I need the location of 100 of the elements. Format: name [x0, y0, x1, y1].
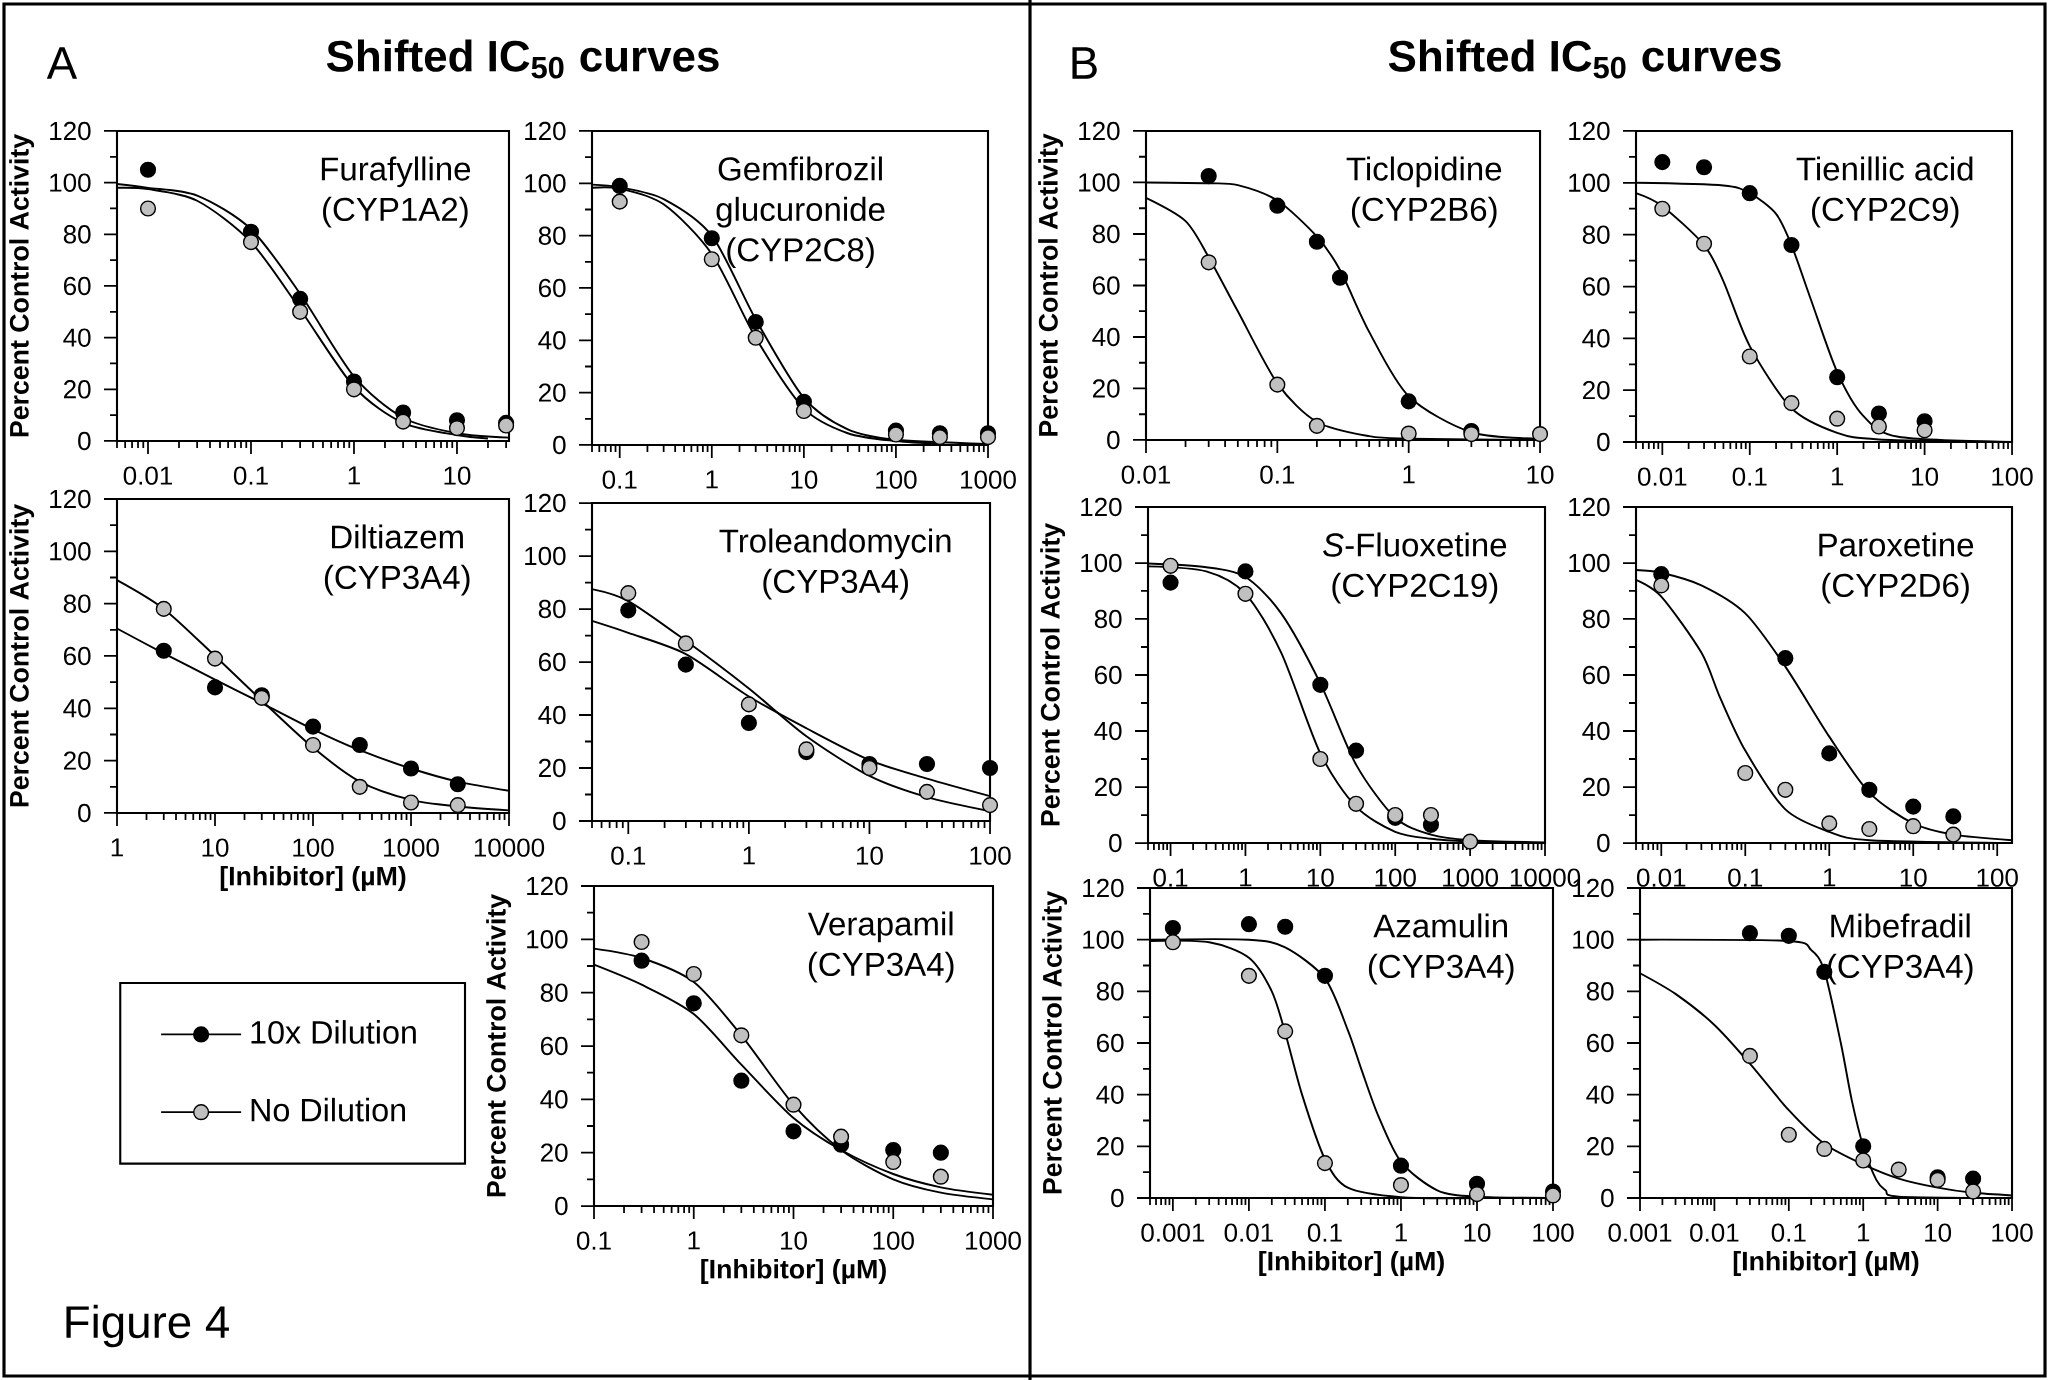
x-tick-label: 10 [781, 1231, 807, 1250]
y-tick-label: 20 [1583, 777, 1610, 797]
text: Paroxetine [1819, 532, 1974, 557]
text: Furafylline [321, 156, 471, 188]
y-tick-label: 20 [63, 751, 91, 770]
x-tick-label: 10 [1900, 868, 1927, 887]
y-tick-label: 40 [1092, 327, 1120, 347]
y-axis-title: Percent Control Activity [9, 134, 35, 437]
x-tick-label: 0.1 [602, 470, 637, 489]
x-tick-label: 100 [1977, 868, 2018, 887]
y-tick-label: 100 [50, 173, 91, 192]
y-tick-label: 60 [1096, 1033, 1124, 1053]
x-tick-label: 10 [202, 838, 229, 857]
y-tick-label: 20 [1096, 1137, 1124, 1156]
text: Shifted IC$_{50}$ curves [326, 39, 719, 79]
text: (CYP3A4) [1827, 953, 1973, 985]
y-tick-label: 20 [538, 758, 566, 778]
caption: Figure 4 [66, 1304, 229, 1348]
x-tick-label: 0.001 [1608, 1223, 1672, 1242]
x-tick-label: 100 [293, 838, 334, 857]
y-tick-label: 120 [1081, 497, 1122, 517]
x-tick-label: 0.1 [1307, 1223, 1342, 1242]
y-tick-label: 100 [527, 930, 568, 949]
x-tick-label: 1 [1395, 1223, 1407, 1242]
x-tick-label: 1000 [966, 1231, 1021, 1250]
y-tick-label: 20 [1092, 379, 1120, 398]
y-tick-label: 0 [1107, 430, 1120, 450]
y-tick-label: 100 [1573, 930, 1614, 949]
text: (CYP2C19) [1332, 572, 1498, 604]
y-tick-label: 40 [1096, 1085, 1124, 1104]
x-tick-label: 10 [1307, 868, 1334, 887]
x-tick-label: 10 [1464, 1223, 1491, 1242]
x-tick-label: 0.1 [1260, 465, 1295, 484]
y-tick-label: 40 [1582, 721, 1610, 741]
x-tick-label: 1 [1824, 868, 1836, 887]
x-tick-label: 1000 [384, 838, 439, 857]
y-tick-label: 120 [1569, 121, 1610, 141]
text: S-Fluoxetine [1323, 532, 1507, 557]
text: Diltiazem [332, 524, 463, 549]
y-tick-label: 120 [525, 121, 566, 141]
y-tick-label: 60 [539, 278, 566, 298]
x-tick-label: 1000 [1443, 868, 1499, 887]
y-axis-title: Percent Control Activity [486, 894, 512, 1197]
y-tick-label: 0 [1109, 833, 1122, 853]
x-tick-label: 1 [1857, 1223, 1870, 1242]
x-tick-label: 0.001 [1141, 1223, 1205, 1242]
x-tick-label: 1 [111, 838, 123, 857]
text: Ticlopidine [1346, 156, 1502, 188]
x-tick-label: 1 [1403, 465, 1415, 484]
y-tick-label: 100 [1569, 553, 1610, 573]
x-axis-title: [Inhibitor] (µM) [701, 1258, 886, 1284]
text: (CYP2C9) [1812, 196, 1959, 228]
x-axis-title: [Inhibitor] (µM) [220, 865, 406, 891]
y-tick-label: 100 [525, 174, 566, 193]
y-tick-label: 0 [1597, 432, 1610, 452]
y-tick-label: 120 [525, 493, 566, 513]
text: (CYP3A4) [1368, 953, 1514, 985]
y-tick-label: 40 [540, 1090, 568, 1109]
y-tick-label: 80 [1586, 982, 1614, 1001]
x-tick-label: 0.1 [1728, 868, 1763, 887]
x-tick-label: 100 [876, 470, 917, 489]
y-tick-label: 40 [63, 699, 91, 718]
x-tick-label: 0.1 [611, 846, 646, 865]
y-axis-title: Percent Control Activity [9, 504, 35, 807]
y-tick-label: 60 [1583, 277, 1610, 296]
y-tick-label: 80 [63, 225, 91, 244]
y-axis-title: Percent Control Activity [1038, 133, 1064, 436]
y-tick-label: 0 [1601, 1188, 1614, 1208]
y-tick-label: 60 [63, 276, 91, 296]
text: (CYP2B6) [1351, 196, 1497, 228]
y-tick-label: 80 [538, 599, 566, 619]
y-tick-label: 60 [1587, 1033, 1614, 1053]
y-tick-label: 120 [1083, 878, 1124, 898]
legend-label: No Dilution [251, 1097, 405, 1122]
text: Azamulin [1373, 913, 1507, 938]
y-tick-label: 0 [1597, 833, 1610, 853]
text: Mibefradil [1831, 913, 1970, 938]
x-tick-label: 1000 [961, 470, 1016, 489]
y-tick-label: 40 [1586, 1085, 1614, 1104]
y-tick-label: 20 [63, 380, 91, 399]
y-tick-label: 80 [538, 226, 566, 245]
x-tick-label: 1 [1240, 868, 1252, 887]
x-tick-label: 100 [1992, 467, 2033, 486]
x-tick-label: 100 [1533, 1223, 1574, 1242]
y-axis-title: Percent Control Activity [1040, 523, 1066, 826]
y-tick-label: 0 [78, 803, 91, 823]
x-tick-label: 0.1 [233, 466, 268, 485]
y-tick-label: 20 [1583, 380, 1610, 400]
y-tick-label: 40 [1582, 329, 1610, 348]
y-tick-label: 0 [553, 435, 566, 455]
x-tick-label: 0.01 [1690, 1223, 1739, 1242]
x-tick-label: 10 [1912, 467, 1939, 486]
x-tick-label: 100 [1375, 868, 1416, 887]
x-tick-label: 1 [348, 466, 360, 485]
y-tick-label: 60 [540, 1036, 568, 1056]
x-tick-label: 1 [706, 470, 718, 489]
x-tick-label: 0.01 [1121, 465, 1171, 484]
text: Gemfibrozil glucuronide [716, 156, 885, 228]
x-tick-label: 0.01 [1224, 1223, 1273, 1242]
y-tick-label: 120 [1569, 497, 1610, 517]
